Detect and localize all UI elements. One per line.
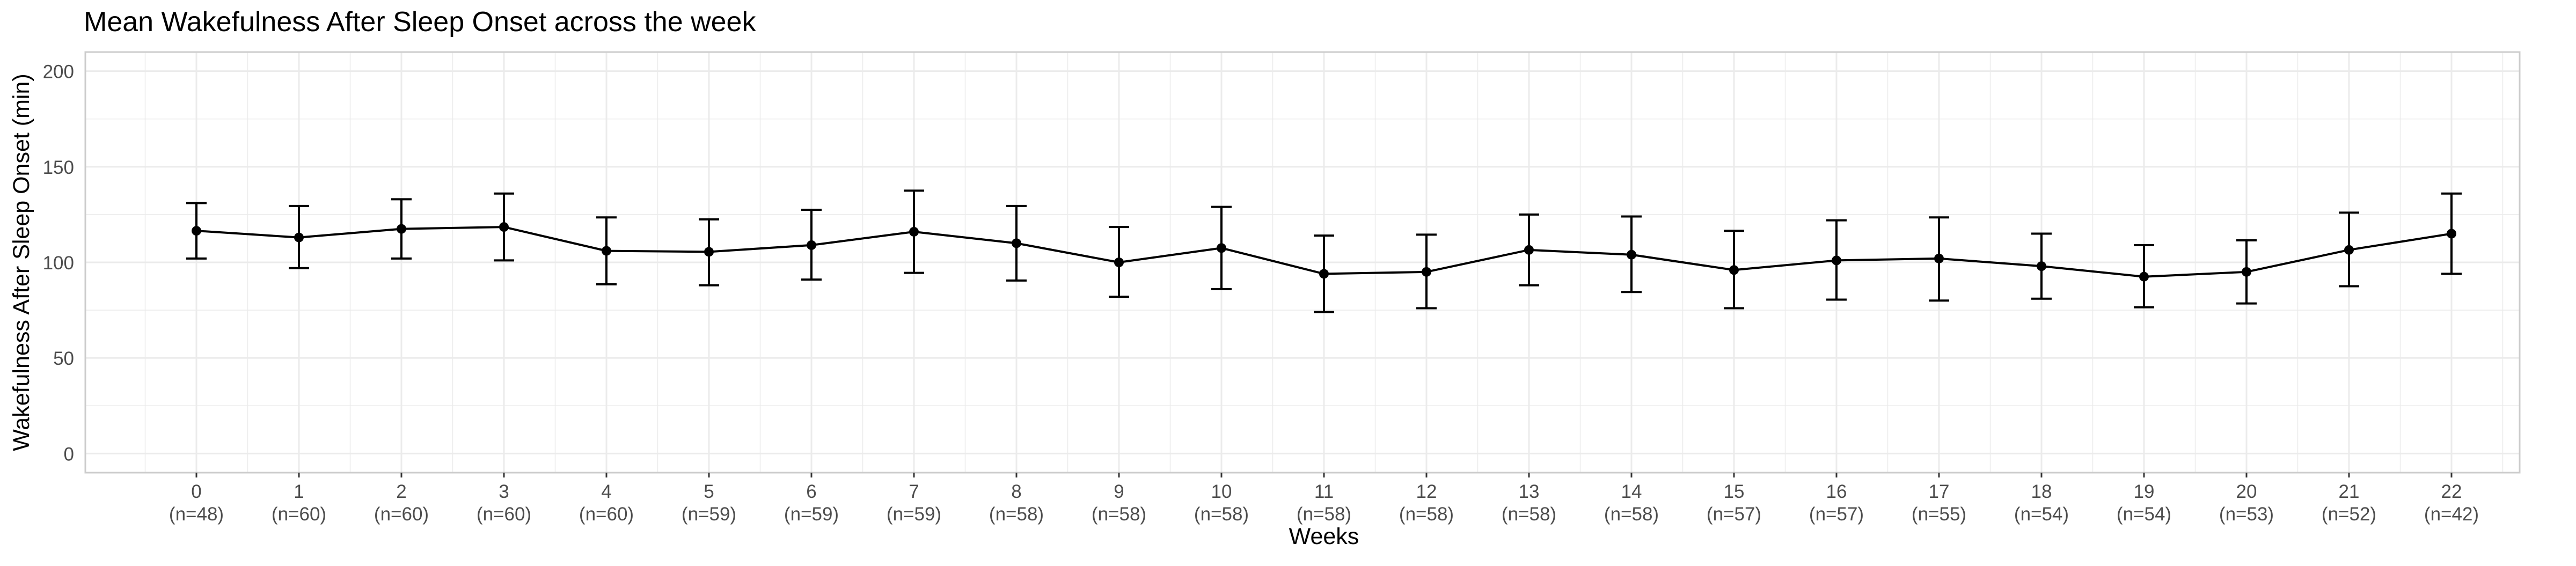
- x-tick-label: 8: [1011, 481, 1021, 502]
- x-tick-label: 9: [1114, 481, 1124, 502]
- x-tick-n-label: (n=58): [1399, 504, 1454, 525]
- x-tick-n-label: (n=53): [2219, 504, 2274, 525]
- y-tick-label: 200: [43, 62, 74, 83]
- x-tick-n-label: (n=48): [169, 504, 224, 525]
- data-point: [2139, 271, 2149, 282]
- x-tick-label: 1: [294, 481, 304, 502]
- data-point: [192, 226, 201, 236]
- data-point: [1729, 265, 1739, 275]
- grid: [85, 52, 2520, 473]
- x-axis-label: Weeks: [1289, 524, 1359, 549]
- data-point: [1934, 253, 1944, 263]
- x-tick-label: 7: [909, 481, 919, 502]
- data-point: [294, 232, 304, 242]
- x-tick-label: 21: [2339, 481, 2360, 502]
- x-tick-label: 10: [1211, 481, 1232, 502]
- x-tick-label: 14: [1621, 481, 1642, 502]
- data-point: [1627, 249, 1636, 260]
- x-tick-label: 22: [2441, 481, 2462, 502]
- x-tick-label: 4: [601, 481, 611, 502]
- x-tick-n-label: (n=58): [1194, 504, 1249, 525]
- data-point: [1012, 238, 1021, 248]
- data-point: [1319, 269, 1329, 279]
- y-tick-label: 100: [43, 253, 74, 274]
- x-tick-n-label: (n=58): [989, 504, 1044, 525]
- x-tick-n-label: (n=60): [579, 504, 634, 525]
- plot-panel-border: [84, 51, 2521, 474]
- y-tick-label: 0: [64, 444, 74, 465]
- x-tick-n-label: (n=57): [1707, 504, 1761, 525]
- data-point: [1524, 245, 1534, 255]
- x-tick-label: 12: [1416, 481, 1437, 502]
- x-tick-label: 0: [191, 481, 201, 502]
- series: [186, 189, 2462, 313]
- data-point: [2344, 245, 2354, 255]
- data-point: [909, 226, 919, 237]
- x-tick-label: 15: [1724, 481, 1745, 502]
- data-point: [1114, 258, 1124, 267]
- x-tick-n-label: (n=42): [2424, 504, 2479, 525]
- x-tick-n-label: (n=58): [1502, 504, 1556, 525]
- x-tick-n-label: (n=60): [272, 504, 326, 525]
- x-tick-n-label: (n=59): [682, 504, 736, 525]
- data-point: [807, 240, 816, 250]
- data-point: [704, 247, 714, 257]
- data-point: [602, 246, 611, 256]
- y-tick-label: 150: [43, 157, 74, 178]
- x-tick-label: 11: [1314, 481, 1334, 502]
- x-axis: 0(n=48)1(n=60)2(n=60)3(n=60)4(n=60)5(n=5…: [169, 473, 2479, 525]
- data-point: [2037, 261, 2046, 271]
- x-tick-n-label: (n=58): [1604, 504, 1659, 525]
- x-tick-n-label: (n=59): [784, 504, 839, 525]
- data-point: [2447, 229, 2456, 239]
- data-point: [2242, 267, 2251, 277]
- x-tick-label: 17: [1929, 481, 1950, 502]
- data-point: [1422, 267, 1431, 277]
- x-tick-n-label: (n=59): [887, 504, 941, 525]
- x-tick-label: 5: [704, 481, 714, 502]
- x-tick-n-label: (n=54): [2117, 504, 2171, 525]
- chart-title: Mean Wakefulness After Sleep Onset acros…: [84, 6, 756, 38]
- x-tick-n-label: (n=57): [1809, 504, 1864, 525]
- data-point: [397, 224, 406, 234]
- x-tick-n-label: (n=60): [477, 504, 531, 525]
- data-point: [499, 222, 509, 232]
- x-tick-label: 3: [499, 481, 509, 502]
- x-tick-label: 18: [2031, 481, 2052, 502]
- data-point: [1217, 243, 1226, 253]
- x-tick-n-label: (n=58): [1092, 504, 1146, 525]
- data-point: [1832, 255, 1841, 266]
- x-tick-label: 13: [1519, 481, 1540, 502]
- x-tick-n-label: (n=55): [1912, 504, 1966, 525]
- y-axis-label: Wakefulness After Sleep Onset (min): [9, 73, 34, 451]
- x-tick-label: 20: [2236, 481, 2257, 502]
- x-tick-n-label: (n=60): [374, 504, 429, 525]
- x-tick-n-label: (n=52): [2322, 504, 2376, 525]
- y-tick-label: 50: [53, 348, 74, 369]
- y-axis: 0 50 100 150 200: [43, 62, 74, 465]
- x-tick-label: 2: [396, 481, 406, 502]
- x-tick-n-label: (n=54): [2014, 504, 2069, 525]
- x-tick-label: 19: [2134, 481, 2155, 502]
- x-tick-label: 16: [1826, 481, 1847, 502]
- x-tick-label: 6: [806, 481, 816, 502]
- x-tick-n-label: (n=58): [1297, 504, 1351, 525]
